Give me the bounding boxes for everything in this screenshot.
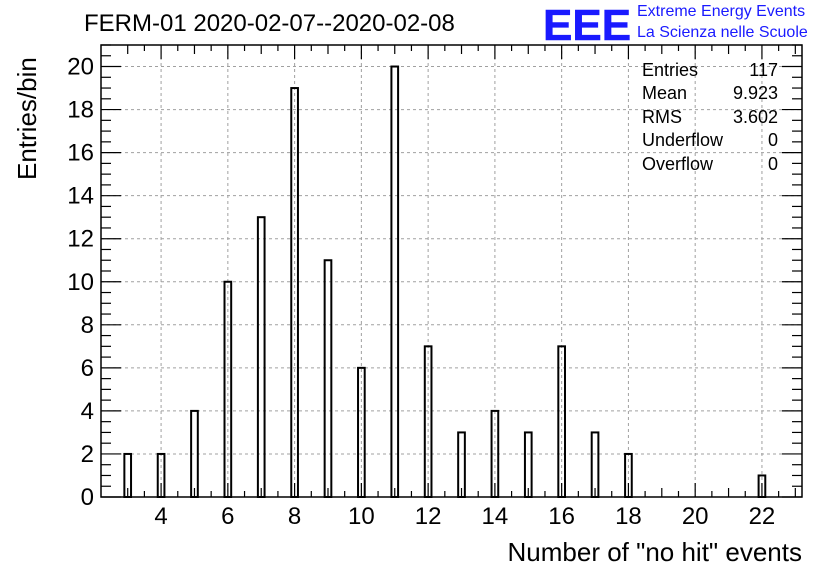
stat-label: Overflow: [642, 153, 714, 174]
stat-value: 117: [749, 60, 778, 80]
stat-label: Mean: [642, 83, 688, 104]
x-tick-label: 10: [348, 503, 375, 530]
stat-row-entries: Entries 117: [642, 59, 778, 82]
histogram-bar: [323, 259, 333, 498]
axis-ticks: [101, 44, 802, 498]
x-tick-label: 16: [548, 503, 575, 530]
x-tick-label: 4: [154, 503, 167, 530]
x-tick-label: 20: [682, 503, 709, 530]
y-tick-label: 0: [81, 484, 94, 511]
stat-label: RMS: [642, 106, 682, 127]
stat-row-mean: Mean 9.923: [642, 82, 778, 105]
stat-value: 3.602: [732, 106, 778, 127]
y-tick-label: 2: [81, 441, 94, 468]
grid-lines: [101, 45, 802, 497]
histogram-bar: [523, 431, 533, 498]
y-tick-label: 10: [67, 269, 94, 296]
logo-tagline-1: Extreme Energy Events: [637, 3, 806, 20]
stat-row-overflow: Overflow 0: [642, 153, 778, 176]
x-tick-label: 14: [482, 503, 509, 530]
chart-title: FERM-01 2020-02-07--2020-02-08: [84, 10, 455, 37]
tick-labels: 4 6 8 10 12 14 16 18 20 22 0 2 4 6 8 10 12 14 16 18 20: [67, 54, 775, 530]
x-axis-label: Number of "no hit" events: [507, 537, 803, 567]
y-tick-label: 16: [67, 140, 94, 167]
stats-box: Entries 117 Mean 9.923 RMS 3.602 Underflow 0…: [642, 59, 778, 176]
y-tick-label: 8: [81, 312, 94, 339]
eee-logo-letters: EEE: [543, 4, 631, 44]
x-tick-label: 18: [615, 503, 642, 530]
x-tick-label: 8: [288, 503, 301, 530]
eee-logo-mark: EEE: [543, 4, 631, 44]
stat-value: 0: [767, 153, 778, 174]
stat-label: Entries: [642, 60, 699, 80]
histogram-bar: [423, 345, 433, 499]
histogram-bar: [590, 431, 600, 498]
x-tick-label: 12: [415, 503, 442, 530]
logo-tagline-2: La Scienza nelle Scuole: [637, 24, 808, 41]
stat-value: 9.923: [732, 83, 778, 104]
histogram-bar: [457, 431, 466, 498]
y-tick-label: 14: [67, 183, 94, 210]
histogram-bar: [256, 216, 266, 498]
y-tick-label: 18: [67, 97, 94, 124]
y-tick-label: 4: [81, 398, 94, 425]
stat-row-underflow: Underflow 0: [642, 129, 778, 152]
y-tick-label: 20: [67, 54, 94, 81]
stat-label: Underflow: [642, 130, 724, 151]
stat-row-rms: RMS 3.602: [642, 106, 778, 129]
stat-value: 0: [767, 130, 778, 151]
x-tick-label: 22: [749, 503, 776, 530]
histogram-bar: [557, 345, 566, 499]
y-tick-label: 6: [81, 355, 94, 382]
y-tick-label: 12: [67, 226, 94, 253]
x-tick-label: 6: [221, 503, 234, 530]
